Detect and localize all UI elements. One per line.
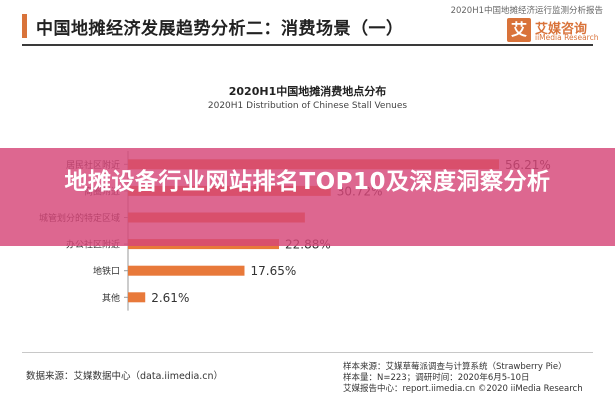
report-center: 艾媒报告中心：report.iimedia.cn ©2020 iiMedia R… bbox=[343, 384, 583, 394]
category-label: 其他 bbox=[102, 292, 120, 304]
brand-logo-icon: 艾 bbox=[507, 18, 531, 42]
data-label: 2.61% bbox=[151, 291, 189, 305]
brand-logo: 艾 艾媒咨询 iiMedia Research bbox=[507, 18, 607, 44]
data-label: 17.65% bbox=[250, 264, 296, 278]
report-tag: 2020H1中国地摊经济运行监测分析报告 bbox=[450, 6, 603, 16]
footer-divider bbox=[22, 352, 593, 353]
bar bbox=[128, 265, 245, 276]
chart-title: 2020H1中国地摊消费地点分布 bbox=[228, 85, 387, 98]
brand-subname: iiMedia Research bbox=[535, 33, 599, 42]
title-accent-bar bbox=[22, 14, 27, 38]
overlay-headline: 地摊设备行业网站排名TOP10及深度洞察分析 bbox=[64, 169, 551, 195]
sample-size: 样本量：N=223；调研时间：2020年6月5-10日 bbox=[343, 373, 530, 383]
header-divider bbox=[22, 44, 593, 46]
sample-source: 样本来源：艾媒草莓派调查与计算系统（Strawberry Pie） bbox=[343, 362, 567, 372]
sample-info: 样本来源：艾媒草莓派调查与计算系统（Strawberry Pie） 样本量：N=… bbox=[343, 362, 593, 395]
data-source: 数据来源：艾媒数据中心（data.iimedia.cn） bbox=[26, 371, 224, 382]
bar bbox=[128, 292, 146, 303]
page-title: 中国地摊经济发展趋势分析二：消费场景（一） bbox=[36, 19, 404, 39]
chart-subtitle: 2020H1 Distribution of Chinese Stall Ven… bbox=[207, 101, 408, 111]
category-label: 地铁口 bbox=[93, 265, 120, 277]
title-overlay-banner: 地摊设备行业网站排名TOP10及深度洞察分析 bbox=[0, 148, 615, 246]
brand-name: 艾媒咨询 bbox=[535, 22, 588, 37]
